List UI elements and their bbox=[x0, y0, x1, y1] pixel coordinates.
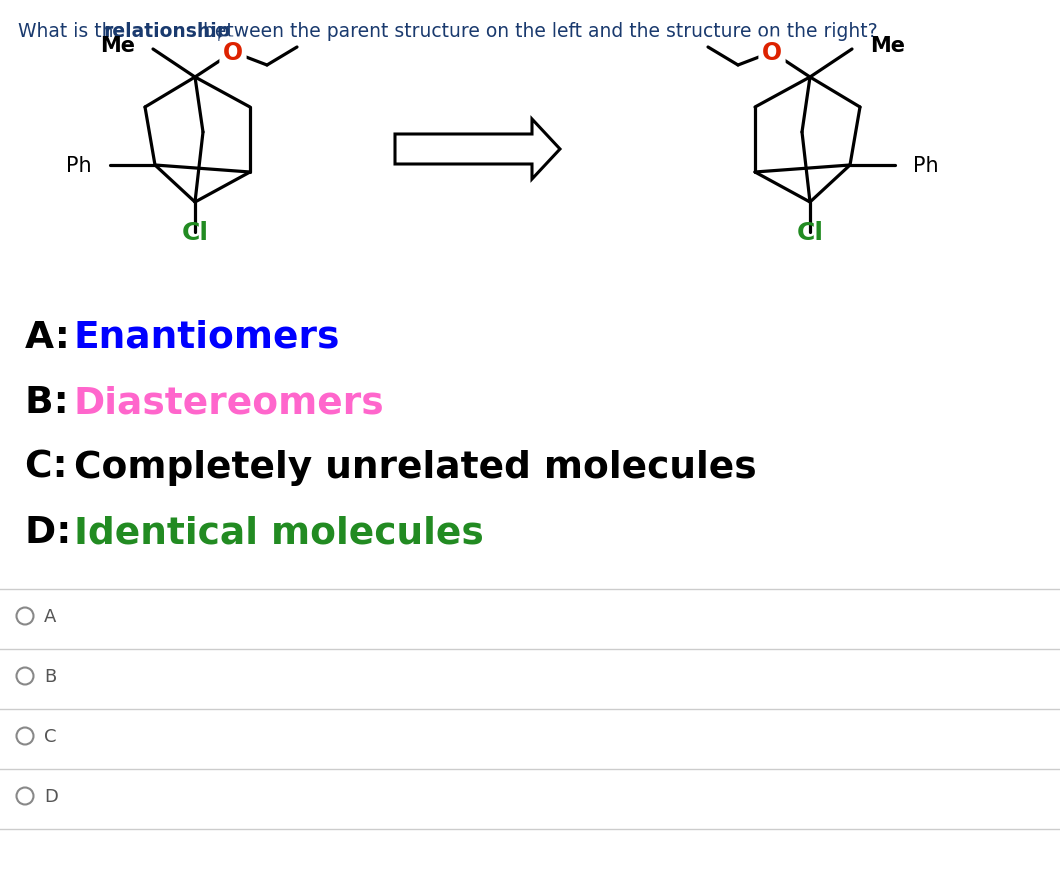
Text: Completely unrelated molecules: Completely unrelated molecules bbox=[73, 450, 756, 486]
Text: Me: Me bbox=[100, 36, 135, 56]
Circle shape bbox=[17, 608, 34, 624]
Text: Cl: Cl bbox=[181, 221, 209, 245]
Text: B:: B: bbox=[25, 384, 82, 420]
Text: O: O bbox=[762, 41, 782, 65]
Text: A:: A: bbox=[25, 319, 83, 355]
Text: D: D bbox=[45, 787, 58, 805]
Text: Me: Me bbox=[870, 36, 905, 56]
Text: C: C bbox=[45, 727, 56, 745]
Text: C:: C: bbox=[25, 450, 81, 486]
Text: O: O bbox=[223, 41, 243, 65]
Polygon shape bbox=[395, 120, 560, 180]
Text: relationship: relationship bbox=[104, 22, 231, 41]
Text: Enantiomers: Enantiomers bbox=[73, 319, 340, 355]
Text: Ph: Ph bbox=[67, 156, 92, 175]
Circle shape bbox=[17, 667, 34, 685]
Text: Ph: Ph bbox=[913, 156, 938, 175]
Circle shape bbox=[17, 788, 34, 804]
Text: Diastereomers: Diastereomers bbox=[73, 384, 384, 420]
Text: D:: D: bbox=[25, 515, 85, 551]
Text: between the parent structure on the left and the structure on the right?: between the parent structure on the left… bbox=[197, 22, 878, 41]
Text: What is the: What is the bbox=[18, 22, 131, 41]
Text: B: B bbox=[45, 667, 56, 685]
Circle shape bbox=[17, 728, 34, 745]
Text: Cl: Cl bbox=[796, 221, 824, 245]
Text: Identical molecules: Identical molecules bbox=[73, 515, 483, 551]
Text: A: A bbox=[45, 607, 56, 625]
